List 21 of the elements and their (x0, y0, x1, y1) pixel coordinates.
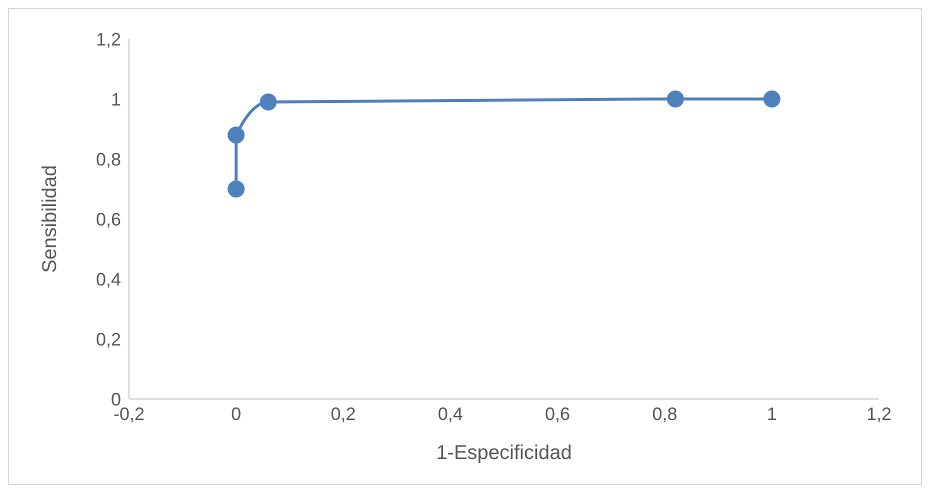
y-tick-label: 0,6 (96, 209, 121, 230)
x-tick-label: 0,6 (545, 404, 570, 424)
x-tick-label: 1 (766, 404, 777, 424)
y-tick-label: 0,8 (96, 149, 121, 170)
y-tick-label: 0 (110, 389, 121, 410)
y-tick-label: 1 (110, 89, 121, 110)
x-tick-label: 0,2 (330, 404, 356, 424)
y-tick-label: 0,4 (96, 269, 121, 290)
y-axis-title: Sensibilidad (39, 165, 62, 273)
x-tick-label: 0,4 (438, 404, 463, 424)
y-tick-label: 0,2 (96, 329, 121, 350)
point (666, 90, 684, 108)
point (260, 94, 277, 110)
x-tick-label: 1,2 (866, 404, 892, 424)
x-tick-label: 0 (231, 404, 242, 424)
y-tick-label: 1,2 (96, 29, 121, 50)
point (228, 180, 245, 198)
point (763, 90, 780, 108)
point (228, 126, 245, 144)
x-axis-title: 1-Especificidad (436, 442, 572, 464)
x-tick-label: 0,8 (652, 404, 678, 424)
